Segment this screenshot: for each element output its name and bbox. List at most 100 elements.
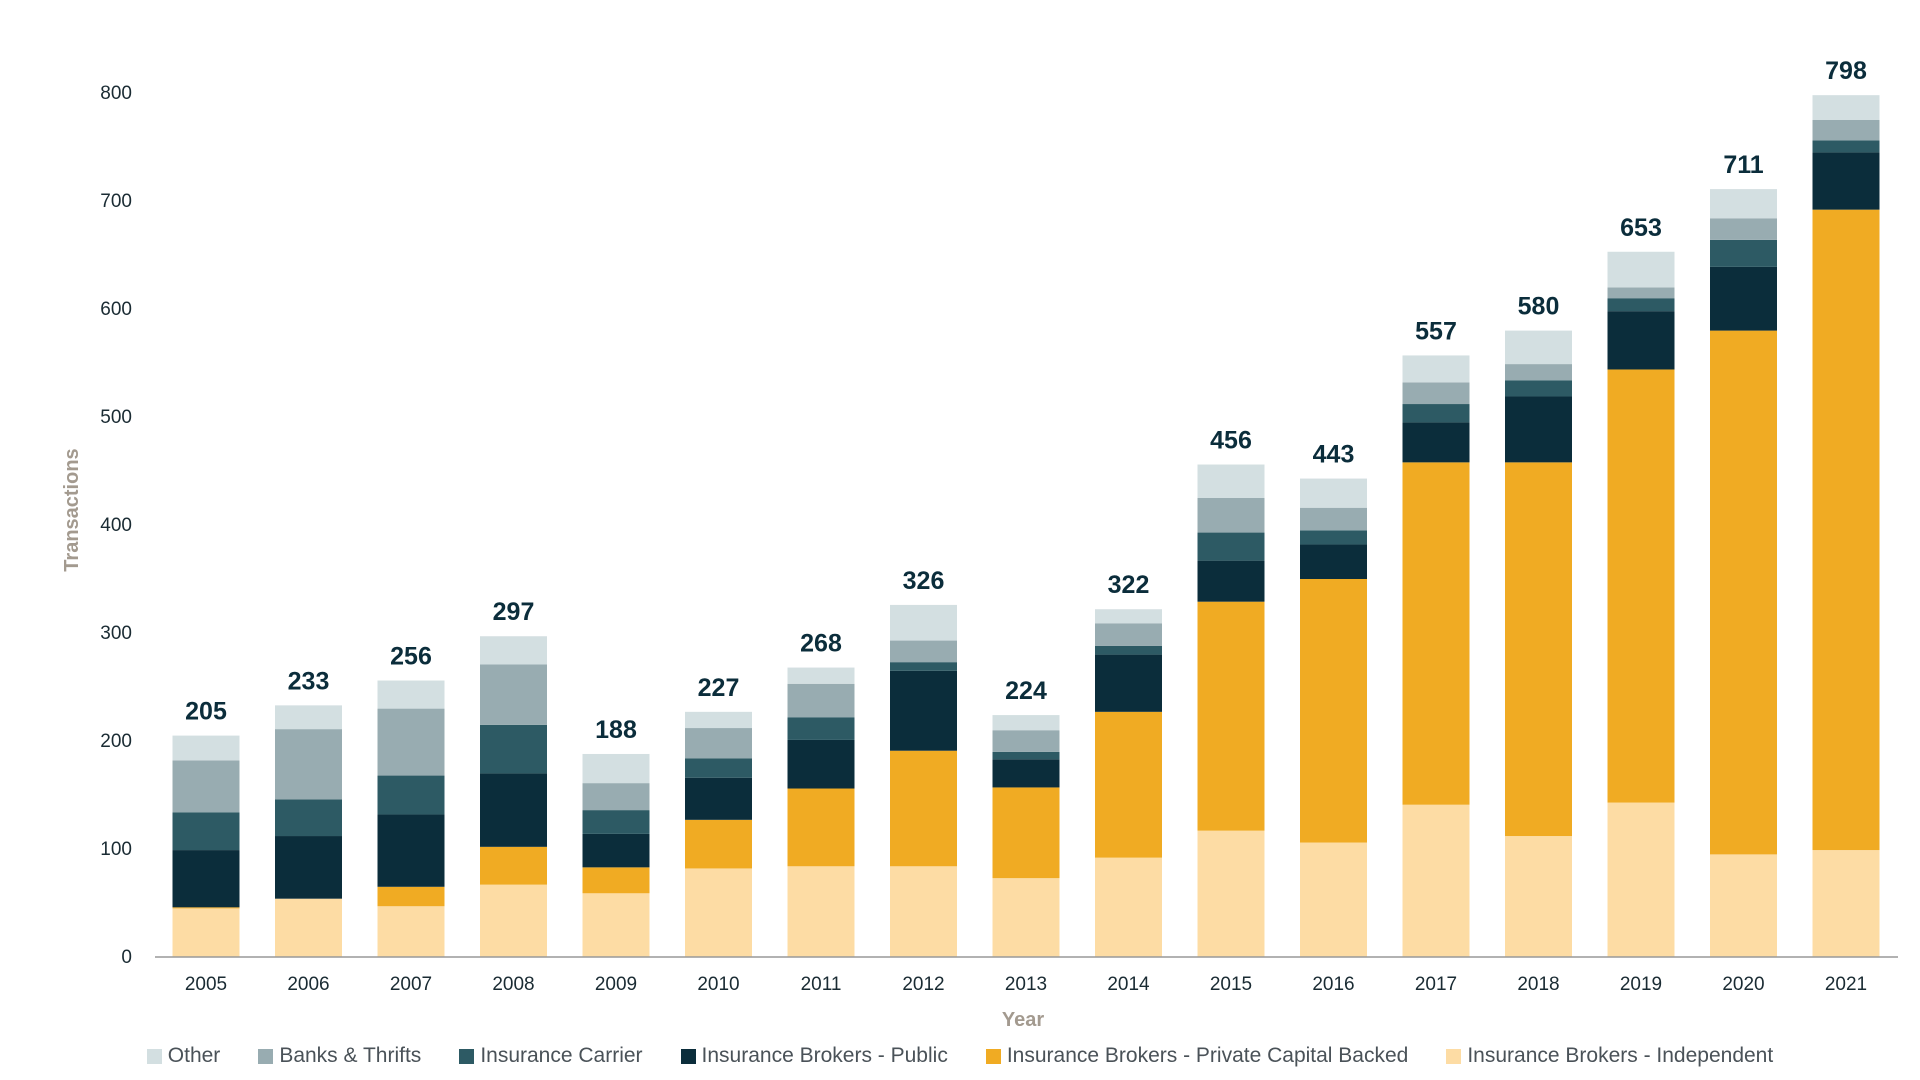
bar-segment-2020-insurance-carrier bbox=[1710, 239, 1777, 267]
bar-segment-2009-banks-and-thrifts bbox=[582, 783, 650, 811]
total-label-2017: 557 bbox=[1415, 317, 1457, 345]
bar-segment-2009-insurance-carrier bbox=[582, 810, 650, 834]
legend-item-insurance-brokers-independent: Insurance Brokers - Independent bbox=[1446, 1044, 1773, 1068]
bar-segment-2009-other bbox=[582, 753, 650, 784]
bar-segment-2019-insurance-brokers-public bbox=[1607, 311, 1675, 370]
bar-segment-2015-insurance-brokers-public bbox=[1197, 560, 1265, 602]
bar-segment-2019-insurance-carrier bbox=[1607, 298, 1675, 312]
bar-segment-2008-insurance-carrier bbox=[480, 724, 547, 774]
total-label-2018: 580 bbox=[1518, 293, 1560, 321]
bar-segment-2011-banks-and-thrifts bbox=[787, 683, 855, 718]
total-label-2006: 233 bbox=[288, 667, 330, 695]
bar-segment-2021-insurance-carrier bbox=[1812, 140, 1880, 153]
bar-segment-2007-insurance-brokers-independent bbox=[377, 906, 445, 957]
bar-segment-2021-insurance-brokers-independent bbox=[1812, 850, 1880, 957]
total-label-2016: 443 bbox=[1313, 441, 1355, 469]
bar-segment-2018-insurance-brokers-independent bbox=[1505, 836, 1572, 957]
bar-stack-2020 bbox=[1710, 189, 1777, 957]
bar-segment-2013-other bbox=[992, 715, 1060, 731]
total-label-2020: 711 bbox=[1723, 151, 1763, 179]
bar-segment-2016-insurance-carrier bbox=[1300, 530, 1367, 545]
x-tick-label-2016: 2016 bbox=[1312, 974, 1354, 995]
bar-segment-2015-insurance-brokers-independent bbox=[1197, 830, 1265, 957]
bar-stack-2013 bbox=[992, 715, 1060, 957]
bar-segment-2020-other bbox=[1710, 189, 1777, 219]
legend-swatch-banks-and-thrifts bbox=[258, 1048, 274, 1064]
bar-segment-2014-insurance-carrier bbox=[1095, 645, 1162, 655]
bar-segment-2007-insurance-brokers-public bbox=[377, 814, 445, 887]
x-tick-label-2006: 2006 bbox=[287, 974, 329, 995]
bar-segment-2017-insurance-carrier bbox=[1402, 404, 1470, 423]
x-tick-label-2015: 2015 bbox=[1210, 974, 1252, 995]
bar-segment-2007-banks-and-thrifts bbox=[377, 708, 445, 776]
bar-segment-2005-banks-and-thrifts bbox=[172, 760, 240, 813]
bar-stack-2006 bbox=[275, 705, 342, 957]
y-tick-label-500: 500 bbox=[100, 407, 132, 428]
bar-segment-2021-insurance-brokers-public bbox=[1812, 152, 1880, 210]
total-label-2015: 456 bbox=[1210, 427, 1252, 455]
bar-segment-2021-banks-and-thrifts bbox=[1812, 120, 1880, 141]
x-tick-label-2018: 2018 bbox=[1517, 974, 1559, 995]
bar-stack-2011 bbox=[787, 667, 855, 957]
bars-layer bbox=[172, 95, 1880, 957]
total-label-2012: 326 bbox=[903, 567, 945, 595]
total-label-2005: 205 bbox=[185, 698, 227, 726]
bar-segment-2020-insurance-brokers-independent bbox=[1710, 854, 1777, 957]
bar-segment-2011-insurance-brokers-private-capital-backed bbox=[787, 788, 855, 867]
bar-segment-2017-insurance-brokers-public bbox=[1402, 422, 1470, 463]
bar-segment-2013-insurance-brokers-independent bbox=[992, 878, 1060, 957]
bar-stack-2014 bbox=[1095, 609, 1162, 957]
bar-stack-2008 bbox=[480, 636, 547, 957]
bar-segment-2005-other bbox=[172, 735, 240, 761]
bar-segment-2008-insurance-brokers-public bbox=[480, 773, 547, 847]
y-tick-label-300: 300 bbox=[100, 623, 132, 644]
bar-segment-2012-insurance-brokers-public bbox=[890, 670, 957, 751]
bar-segment-2017-insurance-brokers-independent bbox=[1402, 804, 1470, 957]
totals-layer: 205 233 256 297 188 227 268 326 224 322 456 443 557 5… bbox=[185, 57, 1867, 744]
y-tick-label-0: 0 bbox=[121, 947, 132, 968]
bar-segment-2009-insurance-brokers-public bbox=[582, 833, 650, 868]
bar-segment-2007-insurance-carrier bbox=[377, 775, 445, 815]
bar-segment-2014-other bbox=[1095, 609, 1162, 624]
bar-segment-2006-insurance-brokers-public bbox=[275, 836, 342, 899]
legend-label-insurance-brokers-public: Insurance Brokers - Public bbox=[701, 1044, 948, 1067]
x-axis-title: Year bbox=[1002, 1009, 1044, 1031]
bar-stack-2012 bbox=[890, 604, 957, 957]
bar-segment-2019-other bbox=[1607, 251, 1675, 288]
x-tick-label-2011: 2011 bbox=[801, 974, 842, 995]
x-tick-label-2013: 2013 bbox=[1005, 974, 1047, 995]
legend-label-insurance-brokers-private-capital-backed: Insurance Brokers - Private Capital Back… bbox=[1006, 1044, 1409, 1067]
legend-swatch-insurance-carrier bbox=[459, 1048, 475, 1064]
bar-segment-2018-other bbox=[1505, 330, 1572, 365]
legend: Other Banks & Thrifts Insurance Carrier Ins… bbox=[0, 1041, 1920, 1071]
x-tick-label-2020: 2020 bbox=[1722, 974, 1764, 995]
bar-segment-2015-insurance-carrier bbox=[1197, 532, 1265, 561]
x-tick-label-2010: 2010 bbox=[697, 974, 739, 995]
bar-segment-2012-banks-and-thrifts bbox=[890, 640, 957, 663]
bar-segment-2005-insurance-brokers-private-capital-backed bbox=[172, 907, 240, 909]
bar-segment-2006-insurance-brokers-independent bbox=[275, 898, 342, 957]
bar-segment-2016-insurance-brokers-independent bbox=[1300, 842, 1367, 957]
legend-label-insurance-carrier: Insurance Carrier bbox=[480, 1044, 643, 1067]
x-tick-label-2017: 2017 bbox=[1415, 974, 1457, 995]
bar-segment-2009-insurance-brokers-independent bbox=[582, 893, 650, 957]
bar-segment-2016-banks-and-thrifts bbox=[1300, 507, 1367, 531]
legend-item-insurance-brokers-private-capital-backed: Insurance Brokers - Private Capital Back… bbox=[985, 1044, 1409, 1068]
bar-stack-2005 bbox=[172, 735, 240, 957]
bar-stack-2016 bbox=[1300, 478, 1367, 957]
bar-segment-2017-banks-and-thrifts bbox=[1402, 382, 1470, 405]
y-tick-label-400: 400 bbox=[100, 515, 132, 536]
bar-segment-2006-banks-and-thrifts bbox=[275, 729, 342, 800]
bar-segment-2006-other bbox=[275, 705, 342, 730]
bar-segment-2013-insurance-brokers-public bbox=[992, 759, 1060, 788]
bar-segment-2009-insurance-brokers-private-capital-backed bbox=[582, 867, 650, 894]
bar-segment-2018-banks-and-thrifts bbox=[1505, 364, 1572, 381]
bar-segment-2020-insurance-brokers-public bbox=[1710, 266, 1777, 331]
bar-stack-2009 bbox=[582, 753, 650, 957]
total-label-2019: 653 bbox=[1620, 214, 1662, 242]
y-tick-label-600: 600 bbox=[100, 299, 132, 320]
bar-segment-2014-insurance-brokers-independent bbox=[1095, 857, 1162, 957]
x-tick-label-2019: 2019 bbox=[1620, 974, 1662, 995]
bar-segment-2012-insurance-brokers-independent bbox=[890, 866, 957, 957]
